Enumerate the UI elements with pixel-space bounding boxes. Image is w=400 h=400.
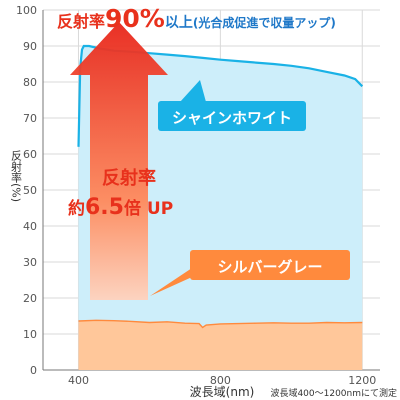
series-label-silver-grey: シルバーグレー (150, 250, 350, 296)
y-tick-label: 40 (23, 220, 37, 233)
headline-suffix: 以上 (165, 15, 193, 31)
series-line-shine-white (77, 44, 364, 147)
footnote: 波長域400〜1200nmにて測定 (270, 387, 397, 399)
y-tick-label: 20 (23, 292, 37, 305)
y-tick-label: 80 (23, 76, 37, 89)
callout-line2: 約6.5倍 UP (68, 195, 173, 220)
svg-text:シャインホワイト: シャインホワイト (172, 109, 292, 127)
y-tick-label: 70 (23, 112, 37, 125)
x-tick-label: 1200 (348, 374, 376, 387)
y-tick-label: 60 (23, 148, 37, 161)
axis-ticks: 0 10 20 30 40 50 60 70 80 90 100 400 800 1200 (16, 4, 376, 387)
headline-note: (光合成促進で収量アップ) (193, 15, 336, 30)
callout-line1: 反射率 (102, 167, 156, 189)
headline-label: 反射率 (57, 12, 105, 31)
series-label-shine-white: シャインホワイト (158, 80, 306, 131)
y-tick-label: 100 (16, 4, 37, 17)
y-tick-label: 0 (30, 364, 37, 377)
y-tick-label: 90 (23, 40, 37, 53)
y-axis-label-text: 反射率(%) (10, 150, 23, 202)
x-axis-label: 波長域(nm) (190, 385, 255, 399)
x-tick-label: 400 (68, 374, 89, 387)
y-tick-label: 50 (23, 184, 37, 197)
increase-arrow (70, 22, 168, 300)
x-tick-label: 800 (210, 374, 231, 387)
headline-value: 90% (105, 4, 165, 33)
series-area-silver-grey (78, 320, 363, 370)
headline: 反射率90%以上(光合成促進で収量アップ) (57, 4, 336, 33)
y-tick-label: 30 (23, 256, 37, 269)
series-line-silver-grey (78, 319, 363, 329)
y-tick-label: 10 (23, 328, 37, 341)
svg-text:シルバーグレー: シルバーグレー (217, 258, 322, 276)
